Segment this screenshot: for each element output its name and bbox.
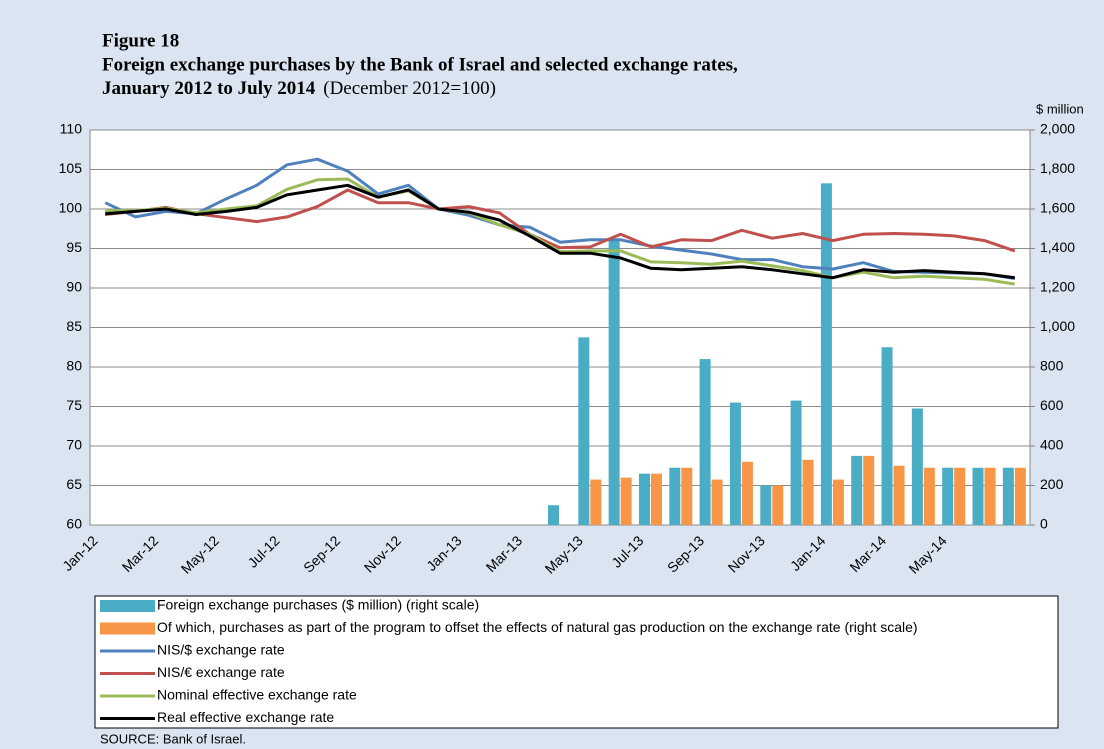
y2-tick-label: 1,400 <box>1040 239 1075 255</box>
legend-label: Of which, purchases as part of the progr… <box>157 619 918 635</box>
line <box>104 157 1016 280</box>
y2-tick-label: 1,000 <box>1040 318 1075 334</box>
bar <box>578 337 590 525</box>
bar <box>923 467 935 525</box>
y-tick-label: 90 <box>66 279 82 295</box>
y2-tick-label: 1,200 <box>1040 279 1075 295</box>
legend-label: Nominal effective exchange rate <box>157 687 357 703</box>
y-tick-label: 85 <box>66 318 82 334</box>
bar <box>608 238 620 525</box>
y2-tick-label: 2,000 <box>1040 121 1075 137</box>
bar <box>954 467 966 525</box>
y2-tick-label: 1,600 <box>1040 200 1075 216</box>
bar <box>984 467 996 525</box>
y-tick-label: 65 <box>66 476 82 492</box>
y-tick-label: 105 <box>59 160 83 176</box>
bar <box>729 402 741 525</box>
y2-axis-label: $ million <box>1036 101 1084 116</box>
bar <box>881 347 893 525</box>
bar <box>711 479 723 525</box>
bar <box>820 183 832 525</box>
bar <box>741 461 753 525</box>
y2-tick-label: 0 <box>1040 516 1048 532</box>
legend-label: Real effective exchange rate <box>157 709 334 725</box>
legend-swatch <box>100 600 155 612</box>
bar <box>893 465 905 525</box>
bar <box>851 455 863 525</box>
chart-title: January 2012 to July 2014 (December 2012=… <box>102 78 496 99</box>
bar <box>802 459 814 525</box>
bar <box>832 479 844 525</box>
y2-tick-label: 600 <box>1040 397 1064 413</box>
chart-title: Foreign exchange purchases by the Bank o… <box>102 54 738 75</box>
bar <box>681 467 693 525</box>
y-tick-label: 100 <box>59 200 83 216</box>
bar <box>620 477 632 525</box>
bar <box>942 467 954 525</box>
line <box>105 183 1015 280</box>
legend-label: NIS/€ exchange rate <box>157 664 285 680</box>
bar <box>638 473 650 525</box>
y-tick-label: 60 <box>66 516 82 532</box>
y-tick-label: 75 <box>66 397 82 413</box>
chart-title: January 2012 to July 2014 <box>102 78 316 99</box>
bar <box>911 408 923 525</box>
bar <box>772 485 784 525</box>
bar <box>590 479 602 525</box>
legend-label: NIS/$ exchange rate <box>157 642 285 658</box>
bar <box>548 505 559 525</box>
bar <box>863 455 875 525</box>
y-tick-label: 70 <box>66 437 82 453</box>
bar <box>1014 467 1026 525</box>
bar <box>972 467 984 525</box>
y2-tick-label: 800 <box>1040 358 1064 374</box>
y2-tick-label: 400 <box>1040 437 1064 453</box>
bar <box>760 485 772 525</box>
y2-tick-label: 1,800 <box>1040 160 1075 176</box>
bar <box>1002 467 1014 525</box>
legend-swatch <box>100 622 155 635</box>
line <box>105 188 1016 253</box>
chart-subtitle: (December 2012=100) <box>323 78 496 99</box>
bar <box>669 467 681 525</box>
figure-label: Figure 18 <box>102 30 179 51</box>
legend-box <box>94 595 1059 729</box>
source: SOURCE: Bank of Israel. <box>100 731 246 746</box>
y2-tick-label: 200 <box>1040 476 1064 492</box>
bar <box>699 359 711 525</box>
y-tick-label: 80 <box>66 358 82 374</box>
y-tick-label: 95 <box>66 239 82 255</box>
bar <box>790 400 802 525</box>
legend-label: Foreign exchange purchases ($ million) (… <box>157 597 479 613</box>
y-tick-label: 110 <box>60 121 83 137</box>
bar <box>650 473 662 525</box>
